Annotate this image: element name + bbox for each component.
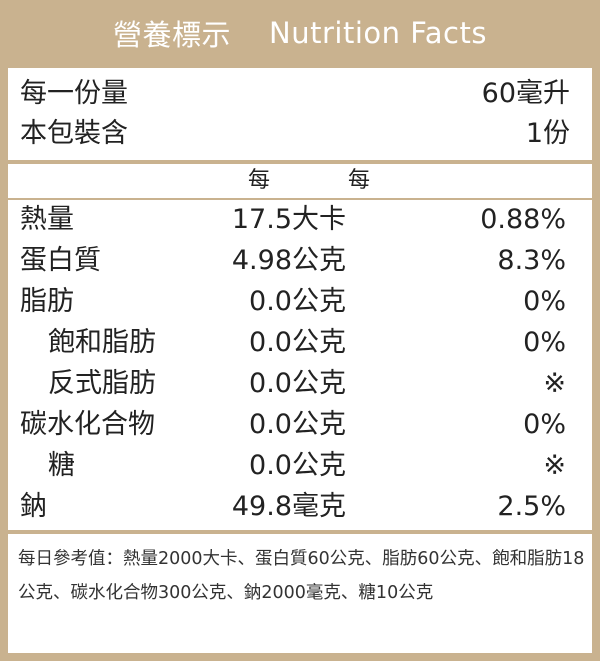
servings-per-package-label: 本包裝含 <box>20 118 128 149</box>
serving-size-value: 60毫升 <box>481 78 570 109</box>
nutrient-row: 糖 0.0公克 ※ <box>8 446 592 486</box>
nutrient-amount: 4.98公克 <box>231 245 346 276</box>
nutrient-label: 反式脂肪 <box>48 368 156 399</box>
nutrient-percent: 0% <box>523 286 566 317</box>
serving-section: 每一份量 60毫升 本包裝含 1份 <box>8 68 592 160</box>
nutrient-amount: 49.8毫克 <box>231 491 346 522</box>
nutrient-percent: 0% <box>523 409 566 440</box>
nutrient-amount: 0.0公克 <box>249 368 346 399</box>
nutrient-percent: ※ <box>543 450 566 481</box>
nutrient-row: 脂肪 0.0公克 0% <box>8 282 592 322</box>
servings-per-package-value: 1份 <box>525 118 570 149</box>
daily-reference-footnote: 每日參考值：熱量2000大卡、蛋白質60公克、脂肪60公克、飽和脂肪18公克、碳… <box>18 549 585 603</box>
title-english: Nutrition Facts <box>269 16 487 50</box>
nutrient-table: 熱量 17.5大卡 0.88% 蛋白質 4.98公克 8.3% 脂肪 0.0公克… <box>8 200 592 530</box>
nutrient-row: 鈉 49.8毫克 2.5% <box>8 487 592 527</box>
nutrient-row: 反式脂肪 0.0公克 ※ <box>8 364 592 404</box>
nutrient-row: 飽和脂肪 0.0公克 0% <box>8 323 592 363</box>
nutrient-label: 飽和脂肪 <box>48 327 156 358</box>
nutrient-row: 熱量 17.5大卡 0.88% <box>8 200 592 240</box>
label-title: 營養標示 Nutrition Facts <box>0 0 600 66</box>
nutrient-percent: 2.5% <box>497 491 566 522</box>
nutrient-percent: ※ <box>543 368 566 399</box>
nutrient-label: 鈉 <box>20 491 47 522</box>
nutrient-label: 脂肪 <box>20 286 74 317</box>
footnote-section: 每日參考值：熱量2000大卡、蛋白質60公克、脂肪60公克、飽和脂肪18公克、碳… <box>8 534 592 653</box>
nutrient-label: 糖 <box>48 450 75 481</box>
title-chinese: 營養標示 <box>113 18 232 52</box>
column-header: 每份 每日參考值百分比 <box>8 164 592 431</box>
nutrient-amount: 0.0公克 <box>249 409 346 440</box>
nutrient-label: 熱量 <box>20 204 74 235</box>
servings-per-package-row: 本包裝含 1份 <box>8 114 592 154</box>
nutrient-percent: 0% <box>523 327 566 358</box>
serving-size-label: 每一份量 <box>20 78 128 109</box>
nutrient-amount: 17.5大卡 <box>231 204 346 235</box>
nutrient-row: 碳水化合物 0.0公克 0% <box>8 405 592 445</box>
nutrient-row: 蛋白質 4.98公克 8.3% <box>8 241 592 281</box>
nutrient-label: 碳水化合物 <box>20 409 155 440</box>
nutrient-amount: 0.0公克 <box>249 286 346 317</box>
nutrient-amount: 0.0公克 <box>249 450 346 481</box>
nutrient-percent: 8.3% <box>497 245 566 276</box>
nutrient-label: 蛋白質 <box>20 245 101 276</box>
nutrient-amount: 0.0公克 <box>249 327 346 358</box>
nutrient-percent: 0.88% <box>480 204 566 235</box>
serving-size-row: 每一份量 60毫升 <box>8 74 592 114</box>
